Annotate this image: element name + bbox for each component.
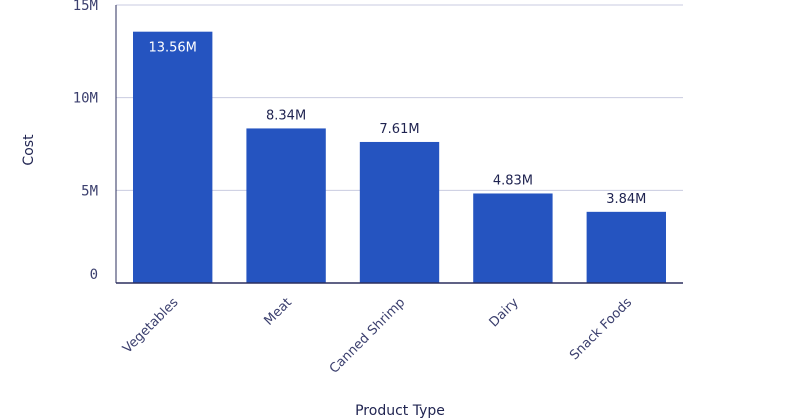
y-tick-label: 15M xyxy=(73,0,98,14)
y-tick-label: 5M xyxy=(81,183,98,199)
bar xyxy=(133,31,213,283)
bar xyxy=(586,211,666,283)
x-axis-title: Product Type xyxy=(355,403,445,419)
y-axis-ticks: 0 5M 10M 15M xyxy=(73,0,98,283)
data-label: 4.83M xyxy=(493,173,533,188)
x-category-label: Meat xyxy=(261,295,294,328)
data-labels: 13.56M 8.34M 7.61M 4.83M 3.84M xyxy=(148,41,646,207)
x-category-label: Dairy xyxy=(487,295,522,330)
data-label: 13.56M xyxy=(148,41,196,56)
y-axis-title: Cost xyxy=(21,134,37,166)
y-tick-label: 0 xyxy=(90,267,98,283)
bar xyxy=(246,128,326,283)
x-category-label: Snack Foods xyxy=(567,295,635,363)
y-tick-label: 10M xyxy=(73,91,98,107)
bar xyxy=(473,193,553,283)
data-label: 8.34M xyxy=(266,108,306,123)
bar xyxy=(359,141,440,283)
data-label: 3.84M xyxy=(606,192,646,207)
bars xyxy=(133,31,666,283)
data-label: 7.61M xyxy=(379,122,419,137)
x-axis-categories: Vegetables Meat Canned Shrimp Dairy Snack Fo… xyxy=(120,295,635,377)
x-category-label: Vegetables xyxy=(120,295,182,357)
x-category-label: Canned Shrimp xyxy=(327,295,409,377)
